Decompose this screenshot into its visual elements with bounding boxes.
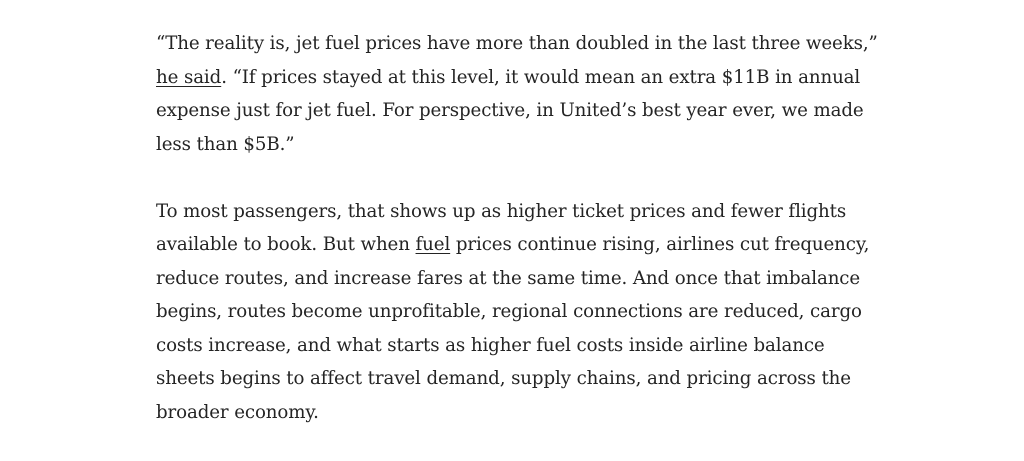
article-body: “The reality is, jet fuel prices have mo…	[156, 27, 886, 429]
quote-text-start: “The reality is, jet fuel prices have mo…	[156, 33, 878, 54]
body-text-end: prices continue rising, airlines cut fre…	[156, 234, 870, 423]
he-said-link[interactable]: he said	[156, 66, 222, 88]
quote-paragraph: “The reality is, jet fuel prices have mo…	[156, 27, 886, 161]
fuel-link[interactable]: fuel	[415, 234, 451, 255]
quote-text-end: . “If prices stayed at this level, it wo…	[156, 66, 864, 155]
body-text-start: To most passengers, that shows up as hig…	[156, 200, 847, 256]
body-paragraph: To most passengers, that shows up as hig…	[156, 195, 886, 430]
